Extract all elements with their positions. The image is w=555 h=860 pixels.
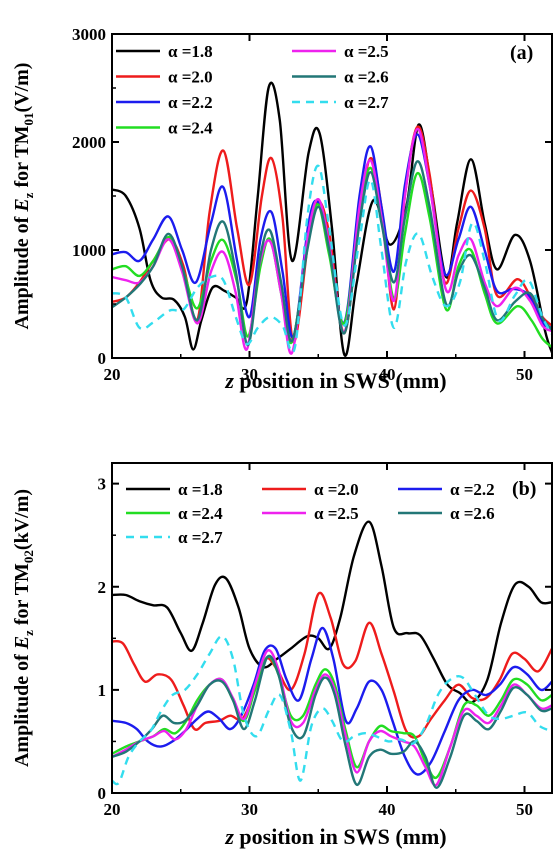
series-line-6 — [112, 160, 552, 347]
series-line-1 — [112, 81, 552, 357]
x-tick-label: 40 — [379, 800, 396, 819]
y-tick-label: 2 — [98, 578, 107, 597]
legend: α =1.8 α =2.4 α =2.7 α =2.0 α =2.5 α =2.2 α =2… — [126, 480, 495, 547]
legend-label-7: α =2.7 — [344, 93, 389, 112]
legend-label-4: α =2.4 — [178, 504, 223, 523]
series-line-2 — [112, 591, 552, 739]
legend-label-1: α =1.8 — [168, 42, 213, 61]
y-tick-label: 3 — [98, 475, 107, 494]
x-tick-label: 50 — [516, 800, 533, 819]
plot-frame — [111, 462, 553, 794]
legend-label-2: α =2.0 — [168, 68, 213, 87]
series-line-4 — [112, 655, 552, 780]
panel-label: (b) — [512, 478, 536, 500]
legend-label-4: α =2.4 — [168, 119, 213, 138]
x-axis-label: z position in SWS (mm) — [224, 368, 446, 393]
y-axis-label: Amplitude of Ez for TM01(V/m) — [11, 63, 36, 330]
legend-label-5: α =2.5 — [314, 504, 359, 523]
series-line-7 — [112, 635, 552, 786]
x-tick-label: 20 — [104, 365, 121, 384]
legend-label-3: α =2.2 — [168, 93, 213, 112]
series-line-3 — [112, 626, 552, 776]
legend: α =1.8 α =2.0 α =2.2 α =2.4 α =2.5 α =2.6 α =2… — [116, 42, 389, 138]
y-tick-label: 1000 — [72, 241, 106, 260]
series-group — [112, 81, 552, 357]
legend-label-3: α =2.2 — [450, 480, 495, 499]
y-tick-label: 0 — [98, 349, 107, 368]
series-line-5 — [112, 649, 552, 787]
y-tick-label: 0 — [98, 784, 107, 803]
y-tick-label: 3000 — [72, 25, 106, 44]
x-tick-label: 50 — [516, 365, 533, 384]
x-axis-label: z position in SWS (mm) — [224, 824, 446, 849]
y-tick-label: 1 — [98, 681, 107, 700]
legend-label-7: α =2.7 — [178, 528, 223, 547]
series-group — [112, 520, 552, 789]
x-tick-label: 40 — [379, 365, 396, 384]
legend-label-6: α =2.6 — [450, 504, 495, 523]
y-axis-label: Amplitude of Ez for TM02(kV/m) — [11, 489, 36, 767]
series-line-6 — [112, 654, 552, 789]
panel-label: (a) — [510, 42, 533, 64]
x-tick-label: 20 — [104, 800, 121, 819]
chart-panel-b: 20 30 40 50 0 1 2 3 (b) z position in SWS (mm) Amp… — [11, 462, 553, 849]
legend-label-2: α =2.0 — [314, 480, 359, 499]
chart-panel-a: 20 30 40 50 0 1000 2000 3000 (a) z position in SW… — [11, 25, 553, 393]
legend-label-5: α =2.5 — [344, 42, 389, 61]
legend-label-1: α =1.8 — [178, 480, 223, 499]
legend-label-6: α =2.6 — [344, 68, 389, 87]
y-tick-label: 2000 — [72, 133, 106, 152]
x-tick-label: 30 — [241, 365, 258, 384]
x-tick-label: 30 — [241, 800, 258, 819]
